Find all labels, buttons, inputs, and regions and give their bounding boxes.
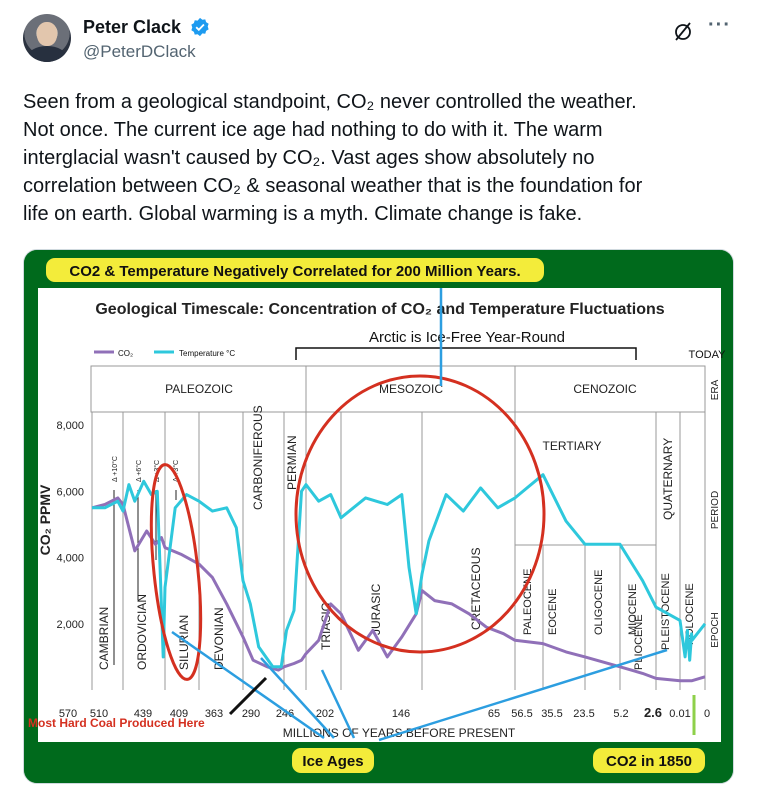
ice-ages-label-bg — [292, 748, 374, 773]
more-options-icon[interactable]: ··· — [708, 14, 731, 36]
y-tick-label: 4,000 — [56, 553, 84, 565]
x-tick-label: 56.5 — [511, 708, 532, 720]
era-cenozoic: CENOZOIC — [573, 382, 637, 396]
epoch-label: PLIOCENE — [633, 614, 645, 670]
display-name[interactable]: Peter Clack — [83, 17, 182, 37]
epoch-label: EPOCH — [710, 612, 721, 648]
green-band-left — [24, 250, 38, 783]
epoch-label: OLIGOCENE — [593, 570, 605, 635]
x-tick-label: 5.2 — [613, 708, 628, 720]
chart: CO2 & Temperature Negatively Correlated … — [24, 250, 733, 783]
x-tick-label: 409 — [170, 708, 188, 720]
era-paleozoic: PALEOZOIC — [165, 382, 233, 396]
x-tick-label: 202 — [316, 708, 334, 720]
x-tick-label: 510 — [90, 708, 108, 720]
period-label: CARBONIFEROUS — [251, 405, 265, 510]
arrow-ice-2 — [260, 657, 335, 739]
x-tick-label: 363 — [205, 708, 223, 720]
tweet-line: Seen from a geological standpoint, CO₂ n… — [23, 91, 637, 113]
today-label: TODAY — [689, 349, 727, 361]
co2-1850-label-bg — [593, 748, 705, 773]
arrow-ice-3 — [320, 669, 356, 739]
legend-temp: Temperature °C — [179, 349, 235, 358]
temp-delta-label: Δ +3°C — [172, 460, 180, 482]
arrow-ice-4 — [378, 648, 668, 742]
x-tick-label: 35.5 — [541, 708, 562, 720]
temperature-series-line — [92, 473, 707, 669]
ice-ages-label: Ice Ages — [302, 753, 363, 770]
period-label: QUATERNARY — [661, 438, 675, 520]
y-tick-label: 8,000 — [56, 420, 84, 432]
x-tick-label: 439 — [134, 708, 152, 720]
x-tick-label: 146 — [392, 708, 410, 720]
tweet-line: correlation between CO₂ & seasonal weath… — [23, 175, 643, 197]
co2-series-line — [91, 496, 706, 683]
era-mesozoic: MESOZOIC — [379, 382, 443, 396]
period-label: PERMIAN — [285, 435, 299, 490]
x-tick-label: 0 — [704, 708, 710, 720]
chart-title: Geological Timescale: Concentration of C… — [95, 301, 664, 318]
period-label: PERIOD — [710, 491, 721, 529]
y-tick-label: 6,000 — [56, 486, 84, 498]
red-ellipse-mesozoic — [294, 374, 546, 654]
x-tick-label: 246 — [276, 708, 294, 720]
period-label: ORDOVICIAN — [135, 594, 149, 670]
arctic-label: Arctic is Ice-Free Year-Round — [369, 329, 565, 346]
epoch-label: MIOCENE — [627, 584, 639, 635]
grok-slash-icon[interactable] — [672, 20, 694, 42]
tweet-image[interactable]: CO2 & Temperature Negatively Correlated … — [23, 249, 734, 784]
banner-label-bg — [46, 258, 544, 282]
period-label-tertiary: TERTIARY — [543, 439, 602, 453]
epoch-label: EOCENE — [547, 589, 559, 635]
era-label: ERA — [710, 379, 721, 400]
period-label: CAMBRIAN — [97, 607, 111, 670]
arrow-ice-1 — [171, 630, 325, 740]
period-label: JURASIC — [369, 583, 383, 635]
x-tick-label: 290 — [242, 708, 260, 720]
tweet-line: life on earth. Global warming is a myth.… — [23, 203, 583, 225]
tweet-text: Seen from a geological standpoint, CO₂ n… — [23, 88, 723, 228]
temp-delta-label: Δ +6°C — [135, 460, 143, 482]
y-axis-label: CO₂ PPMV — [37, 484, 53, 555]
green-band-right — [721, 250, 733, 783]
temp-delta-label: Δ +10°C — [111, 456, 119, 482]
co2-1850-label: CO2 in 1850 — [606, 753, 692, 770]
arrow-coal — [228, 676, 268, 716]
coal-annotation: Most Hard Coal Produced Here — [28, 716, 205, 730]
x-tick-label: 0.01 — [669, 708, 690, 720]
avatar[interactable] — [23, 14, 71, 62]
x-tick-label: 570 — [59, 708, 77, 720]
period-label: TRIASIC — [319, 602, 333, 650]
y-tick-label: 2,000 — [56, 619, 84, 631]
legend-co2: CO₂ — [118, 349, 133, 358]
period-label: CRETACEOUS — [469, 548, 483, 630]
red-ellipse-ordovician — [149, 463, 203, 681]
verified-badge-icon[interactable] — [190, 17, 210, 37]
x-tick-label: 65 — [488, 708, 500, 720]
arctic-bracket — [295, 347, 637, 360]
x-tick-label: 2.6 — [644, 705, 662, 720]
tweet-line: Not once. The current ice age had nothin… — [23, 119, 603, 141]
period-label: DEVONIAN — [212, 607, 226, 670]
author-handle[interactable]: @PeterDClack — [83, 42, 196, 61]
banner-label: CO2 & Temperature Negatively Correlated … — [69, 263, 520, 280]
x-tick-label: 23.5 — [573, 708, 594, 720]
period-label: SILURIAN — [177, 615, 191, 670]
tweet-line: interglacial wasn't caused by CO₂. Vast … — [23, 147, 595, 169]
